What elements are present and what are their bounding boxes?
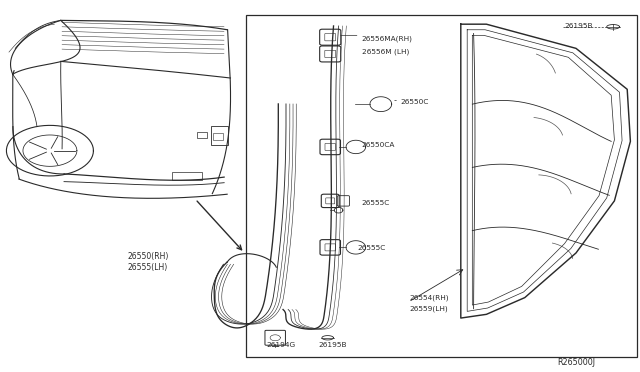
Bar (197, 132, 207, 138)
Text: 26195B: 26195B (319, 342, 348, 348)
Text: 26555(LH): 26555(LH) (128, 263, 168, 272)
Bar (172, 172, 202, 180)
Text: 26555C: 26555C (362, 200, 390, 206)
Text: 26554(RH): 26554(RH) (410, 294, 449, 301)
Text: 26195B: 26195B (564, 23, 593, 29)
Text: 26550CA: 26550CA (362, 142, 395, 148)
Bar (246, 15, 637, 357)
Bar (211, 126, 228, 145)
Text: R265000J: R265000J (557, 358, 595, 367)
Text: 26556MA(RH): 26556MA(RH) (362, 36, 413, 42)
Text: 26556M (LH): 26556M (LH) (362, 48, 409, 55)
Text: 26550C: 26550C (400, 99, 428, 105)
Text: 26194G: 26194G (266, 342, 296, 348)
Text: 26555C: 26555C (357, 246, 385, 251)
Text: 26550(RH): 26550(RH) (128, 252, 170, 261)
Bar (213, 133, 223, 140)
Text: 26559(LH): 26559(LH) (410, 305, 449, 312)
